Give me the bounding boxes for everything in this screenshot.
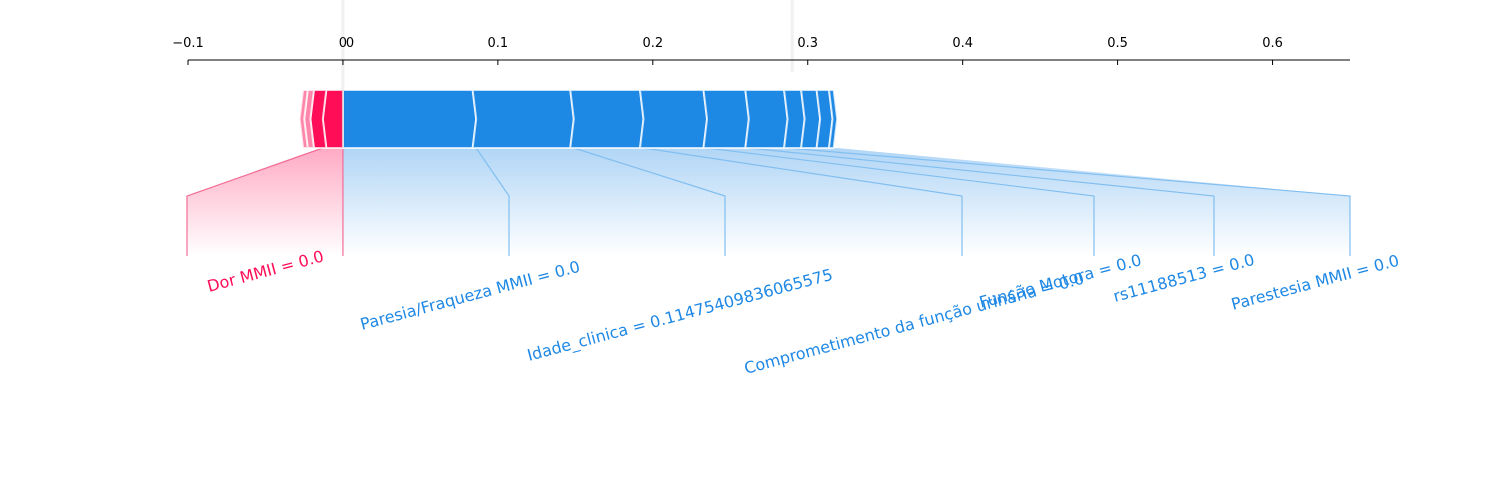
- negative-connector: [475, 147, 510, 256]
- x-tick-label: −0.1: [172, 36, 204, 51]
- negative-bar-segment: [638, 89, 709, 149]
- negative-bar-segment: [702, 89, 750, 149]
- base-value-text: 0: [346, 36, 354, 51]
- x-tick-label: 0.5: [1107, 36, 1128, 51]
- x-tick-label: 0.4: [952, 36, 973, 51]
- x-tick-label: 0: [339, 36, 347, 51]
- positive-bar-segment: [298, 89, 309, 149]
- negative-bar-segment: [827, 89, 839, 149]
- negative-bar-segment: [471, 89, 575, 149]
- x-tick-label: 0.6: [1262, 36, 1283, 51]
- negative-bar-segment: [341, 89, 478, 149]
- x-tick-label: 0.2: [642, 36, 663, 51]
- positive-shade: [187, 148, 343, 256]
- label-connectors: [186, 147, 1351, 256]
- negative-connector: [643, 147, 963, 256]
- force-bar: [298, 89, 839, 149]
- negative-bar-segment: [569, 89, 645, 149]
- negative-shade: [342, 148, 1350, 256]
- negative-connector: [573, 147, 726, 256]
- negative-connector: [787, 147, 1351, 256]
- feature-labels: Paresia/Fraqueza MMII = 0.0Idade_clinica…: [205, 246, 1401, 377]
- x-axis: −0.1 0 0.1 0.2 0.3 0.4 0.5 0.6 0: [172, 0, 1350, 148]
- x-tick-label: 0.3: [797, 36, 818, 51]
- negative-bar-segment: [744, 89, 789, 149]
- negative-feature-label: Parestesia MMII = 0.0: [1229, 251, 1401, 314]
- negative-feature-label: Paresia/Fraqueza MMII = 0.0: [358, 257, 582, 334]
- positive-connector: [186, 147, 323, 256]
- negative-connector: [748, 147, 1215, 256]
- negative-connector: [706, 147, 1095, 256]
- x-tick-label: 0.1: [488, 36, 509, 51]
